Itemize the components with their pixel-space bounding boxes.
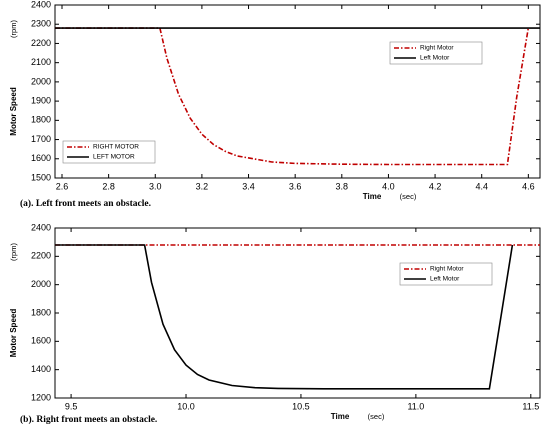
y-tick-label: 2300 [31,19,51,29]
y-tick-label: 1600 [31,336,51,346]
x-tick-label: 2.8 [102,181,115,191]
caption: (b). Right front meets an obstacle. [20,414,157,425]
x-axis-label: Time [363,192,382,201]
x-axis-unit: (sec) [400,192,417,201]
x-tick-label: 9.5 [65,401,78,411]
y-tick-label: 1500 [31,172,51,182]
x-tick-label: 4.2 [429,181,442,191]
x-tick-label: 4.4 [475,181,488,191]
legend-label: Left Motor [420,55,450,62]
x-tick-label: 3.2 [196,181,209,191]
x-tick-label: 2.6 [56,181,69,191]
series-line [55,27,530,166]
x-tick-label: 3.8 [336,181,349,191]
x-tick-label: 3.6 [289,181,302,191]
x-tick-label: 10.5 [292,401,310,411]
legend-label: Right Motor [420,45,454,52]
y-tick-label: 2400 [31,0,51,9]
x-tick-label: 11.5 [522,401,539,411]
x-axis-unit: (sec) [368,412,385,421]
legend-label: Left Motor [430,276,460,283]
x-tick-label: 3.0 [149,181,162,191]
x-tick-label: 4.0 [382,181,395,191]
legend-label: RIGHT MOTOR [93,144,139,151]
y-tick-label: 1700 [31,134,51,144]
y-tick-label: 2100 [31,57,51,67]
x-tick-label: 11.0 [407,401,424,411]
y-axis-unit: (rpm) [9,20,18,38]
y-tick-label: 2200 [31,251,51,261]
x-tick-label: 3.4 [242,181,255,191]
x-axis-label: Time [331,412,350,421]
y-tick-label: 2000 [31,279,51,289]
caption: (a). Left front meets an obstacle. [20,198,151,209]
y-tick-label: 1600 [31,153,51,163]
y-tick-label: 1400 [31,364,51,374]
y-tick-label: 1800 [31,307,51,317]
y-tick-label: 1800 [31,115,51,125]
y-axis-label: Motor Speed [9,309,18,358]
y-axis-unit: (rpm) [9,243,18,261]
y-tick-label: 2400 [31,222,51,232]
y-tick-label: 1900 [31,95,51,105]
y-tick-label: 1200 [31,392,51,402]
y-tick-label: 2000 [31,76,51,86]
legend-label: Right Motor [430,266,464,273]
y-tick-label: 2200 [31,38,51,48]
x-tick-label: 10.0 [177,401,195,411]
x-tick-label: 4.6 [522,181,535,191]
legend-label: LEFT MOTOR [93,154,135,161]
series-line [55,244,514,390]
y-axis-label: Motor Speed [9,87,18,136]
plot-frame [54,227,541,399]
